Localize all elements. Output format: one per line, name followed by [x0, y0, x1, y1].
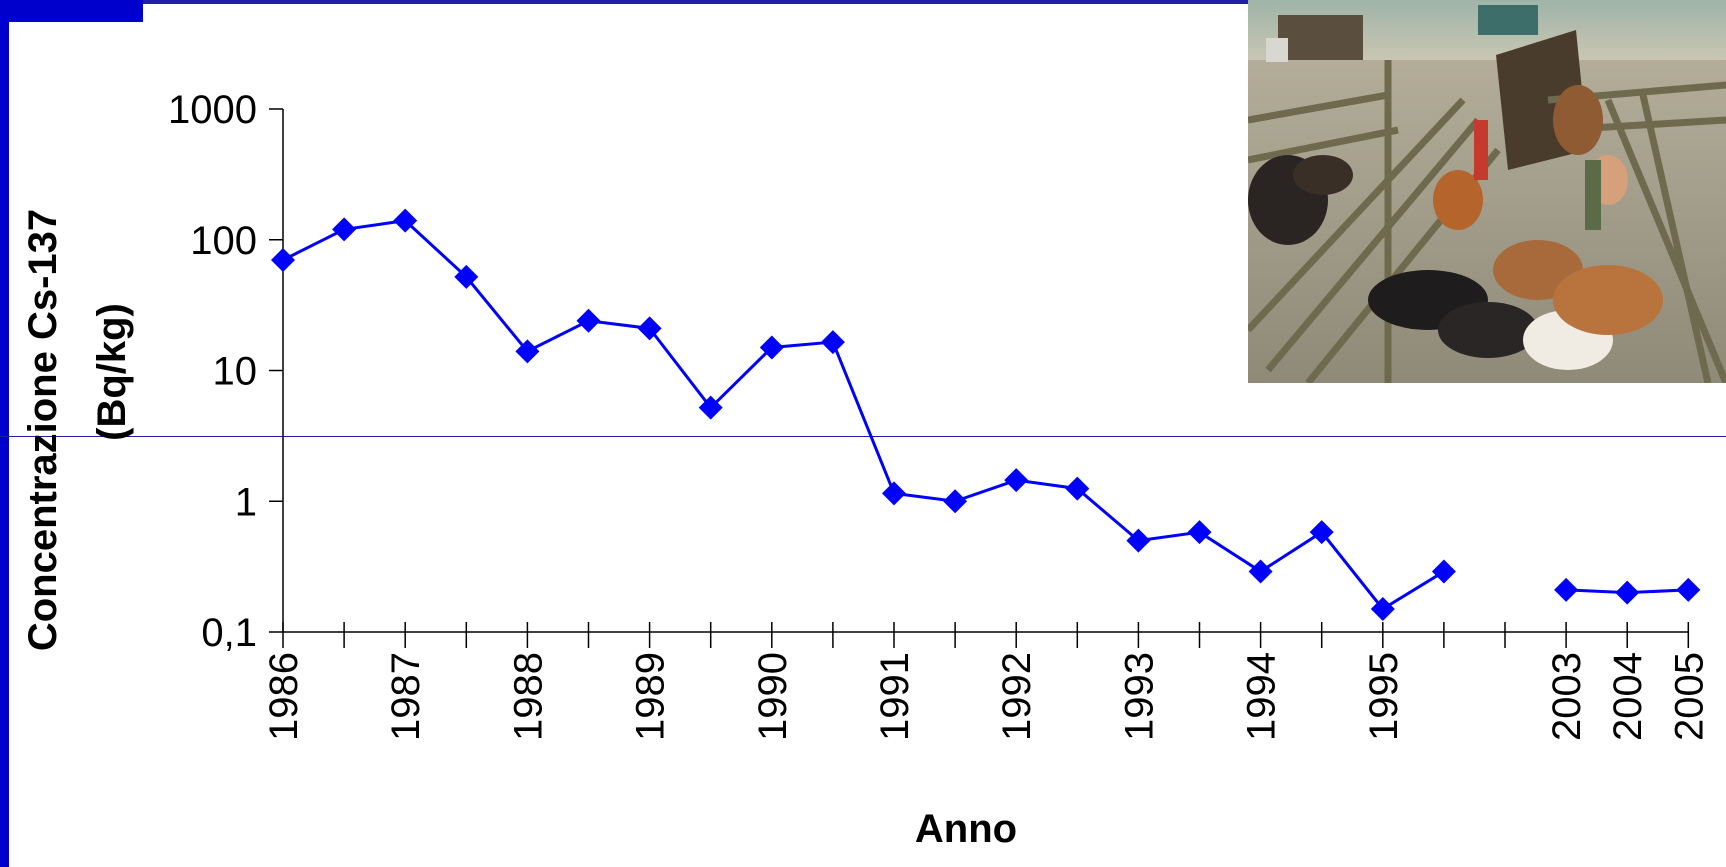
data-point-marker: [576, 308, 601, 333]
x-tick-label: 2005: [1667, 652, 1711, 741]
data-point-marker: [454, 264, 479, 289]
x-tick-label: 1989: [629, 652, 673, 741]
data-point-marker: [393, 208, 418, 233]
x-tick-label: 1988: [506, 652, 550, 741]
data-point-marker: [1431, 559, 1456, 584]
data-point-marker: [1187, 520, 1212, 545]
series-line-segment: [282, 219, 1445, 611]
slide-top-bar: [0, 0, 1250, 4]
x-tick-labels: 1986 1987 1988 1989 1990 1991 1992 1993 1994 1995…: [262, 652, 1711, 741]
slide-corner-block: [0, 0, 143, 22]
x-tick-label: 1987: [384, 652, 428, 741]
data-point-marker: [1065, 476, 1090, 501]
data-point-marker: [1004, 468, 1029, 493]
data-point-marker: [1370, 596, 1395, 621]
data-point-marker: [332, 217, 357, 242]
y-axis-title-line-1: Concentrazione Cs-137: [21, 209, 65, 651]
x-tick-label: 2003: [1545, 652, 1589, 741]
cattle-corral-photo-icon: [1248, 0, 1726, 383]
data-point-marker: [1248, 559, 1273, 584]
data-point-marker: [1615, 580, 1640, 605]
y-tick-label: 1000: [168, 88, 257, 132]
y-axis-title-line-2: (Bq/kg): [90, 303, 134, 441]
x-tick-label: 1994: [1240, 652, 1284, 741]
data-point-marker: [882, 481, 906, 506]
data-point-marker: [1126, 528, 1151, 553]
chart-axes: [269, 108, 1690, 648]
y-tick-label: 0,1: [201, 611, 257, 655]
x-tick-label: 1990: [751, 652, 795, 741]
x-tick-label: 2004: [1606, 652, 1650, 741]
x-tick-label: 1995: [1362, 652, 1406, 741]
y-tick-label: 10: [213, 350, 258, 394]
y-tick-label: 1: [235, 480, 257, 524]
slide-horizontal-rule: [0, 436, 1726, 437]
x-tick-label: 1993: [1117, 652, 1161, 741]
data-point-marker: [637, 316, 662, 341]
data-point-marker: [698, 395, 723, 420]
data-point-marker: [1676, 577, 1701, 602]
data-point-marker: [1554, 577, 1579, 602]
x-tick-label: 1991: [873, 652, 917, 741]
data-point-marker: [271, 248, 295, 273]
y-tick-label: 100: [190, 219, 257, 263]
data-point-marker: [515, 339, 540, 364]
slide-left-bar: [0, 0, 9, 867]
x-tick-label: 1986: [262, 652, 306, 741]
data-point-marker: [943, 489, 968, 514]
data-point-marker: [1309, 520, 1334, 545]
x-axis-title: Anno: [915, 807, 1017, 851]
y-tick-labels: 0,1 1 10 100 1000: [168, 88, 257, 655]
data-point-marker: [820, 330, 845, 355]
series-markers: [271, 208, 1701, 621]
x-tick-label: 1992: [995, 652, 1039, 741]
data-point-marker: [759, 335, 784, 360]
